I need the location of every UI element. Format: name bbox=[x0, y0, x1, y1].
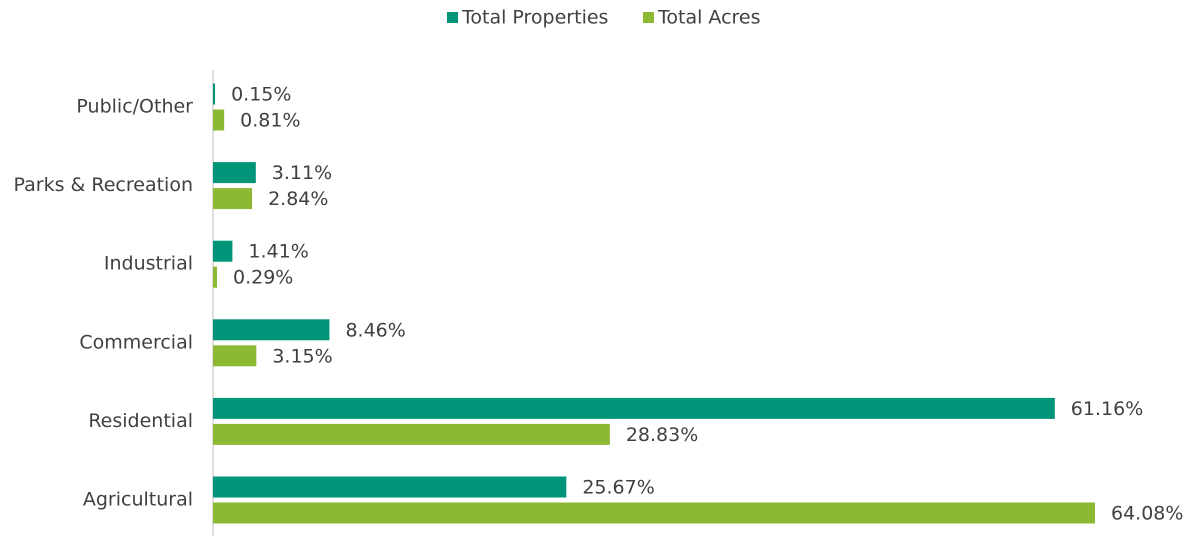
data-label: 2.84% bbox=[268, 188, 328, 210]
bar bbox=[213, 423, 610, 445]
y-tick-label: Public/Other bbox=[76, 96, 193, 118]
bar bbox=[213, 83, 216, 105]
y-tick-label: Agricultural bbox=[83, 489, 193, 511]
bar bbox=[213, 319, 330, 341]
bar bbox=[213, 109, 225, 131]
bar bbox=[213, 188, 253, 210]
y-tick-label: Commercial bbox=[79, 331, 193, 353]
data-label: 64.08% bbox=[1111, 503, 1183, 525]
legend-swatch bbox=[447, 12, 458, 23]
bar bbox=[213, 162, 256, 184]
data-label: 1.41% bbox=[248, 241, 308, 263]
data-label: 61.16% bbox=[1071, 398, 1143, 420]
legend-label: Total Properties bbox=[461, 7, 608, 29]
data-label: 0.15% bbox=[231, 84, 291, 106]
data-label: 28.83% bbox=[626, 424, 698, 446]
y-tick-label: Industrial bbox=[104, 253, 193, 275]
bar bbox=[213, 345, 257, 367]
bar bbox=[213, 476, 567, 498]
bar bbox=[213, 266, 217, 288]
data-label: 25.67% bbox=[582, 477, 654, 499]
legend-swatch bbox=[643, 12, 654, 23]
data-label: 0.29% bbox=[233, 267, 293, 289]
data-label: 3.15% bbox=[272, 345, 332, 367]
bar bbox=[213, 240, 233, 262]
y-tick-label: Residential bbox=[88, 410, 193, 432]
bar bbox=[213, 502, 1095, 524]
data-label: 8.46% bbox=[345, 319, 405, 341]
data-label: 3.11% bbox=[272, 162, 332, 184]
legend-label: Total Acres bbox=[657, 7, 761, 29]
bar bbox=[213, 397, 1055, 419]
data-label: 0.81% bbox=[240, 110, 300, 132]
y-tick-label: Parks & Recreation bbox=[14, 174, 193, 196]
